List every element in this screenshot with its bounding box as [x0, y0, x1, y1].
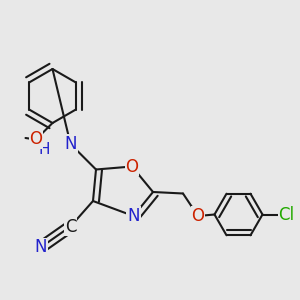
Text: N: N	[34, 238, 47, 256]
Text: Cl: Cl	[278, 206, 295, 224]
Text: H: H	[39, 142, 50, 158]
Text: C: C	[65, 218, 76, 236]
Text: N: N	[64, 135, 77, 153]
Text: O: O	[191, 207, 205, 225]
Text: O: O	[125, 158, 139, 175]
Text: N: N	[127, 207, 140, 225]
Text: O: O	[29, 130, 43, 148]
